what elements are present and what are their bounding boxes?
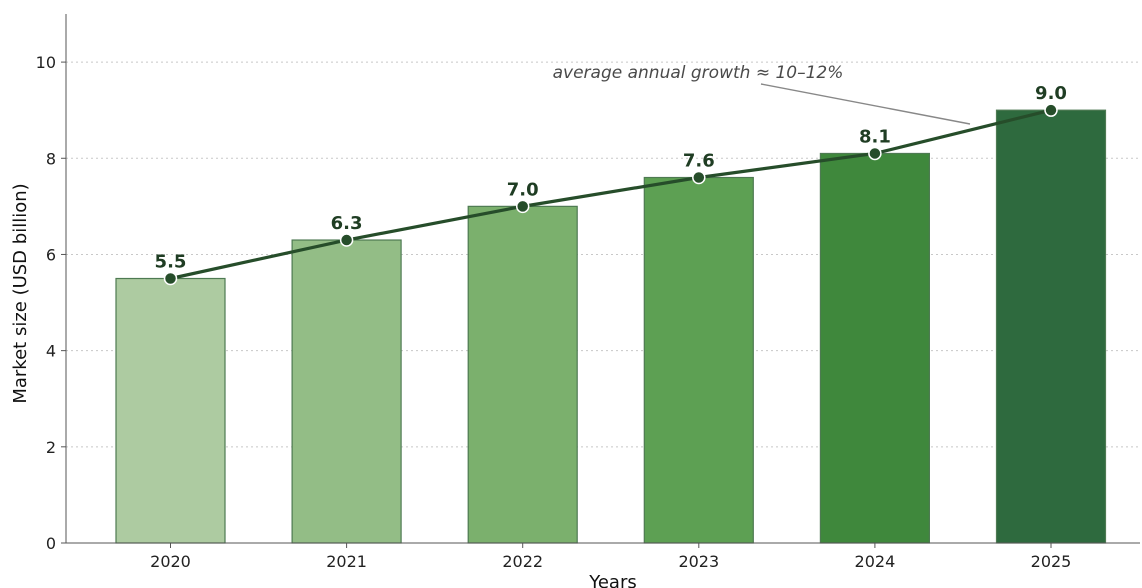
y-tick-label: 10	[36, 53, 56, 72]
y-tick-label: 4	[46, 342, 56, 361]
y-gridlines	[66, 61, 1140, 448]
growth-annotation: average annual growth ≈ 10–12%	[553, 63, 971, 125]
bar	[819, 152, 931, 544]
data-label: 7.0	[507, 179, 539, 200]
y-axis-title: Market size (USD billion)	[10, 183, 31, 403]
x-tick-label: 2022	[502, 552, 543, 571]
data-labels: 5.5 6.3 7.0 7.6 8.1 9.0	[155, 83, 1067, 272]
trend-point	[868, 146, 882, 161]
trend-line-series	[170, 108, 1052, 281]
trend-point	[163, 271, 178, 286]
y-tick-label: 8	[46, 149, 56, 168]
trend-points	[163, 103, 1058, 286]
bar	[995, 109, 1107, 544]
bar-series	[115, 109, 1107, 544]
bar	[115, 277, 226, 544]
trend-point	[1044, 103, 1058, 117]
axes	[65, 14, 1140, 544]
trend-line	[170, 108, 1052, 281]
x-ticks: 2020 2021 2022 2023 2024 2025	[150, 543, 1071, 571]
bar	[643, 176, 754, 544]
y-tick-label: 6	[46, 245, 56, 264]
trend-point	[515, 199, 530, 214]
y-ticks: 0 2 4 6 8 10	[36, 53, 66, 553]
y-tick-label: 2	[46, 438, 56, 457]
x-tick-label: 2020	[150, 552, 191, 571]
x-tick-label: 2024	[855, 552, 896, 571]
data-label: 6.3	[331, 213, 363, 234]
trend-point	[692, 170, 706, 185]
x-tick-label: 2023	[678, 552, 719, 571]
data-label: 7.6	[683, 151, 715, 172]
x-tick-label: 2021	[326, 552, 367, 571]
data-label: 8.1	[859, 126, 891, 147]
trend-point	[339, 233, 354, 247]
annotation-text: average annual growth ≈ 10–12%	[553, 63, 844, 83]
x-tick-label: 2025	[1031, 552, 1072, 571]
data-label: 5.5	[155, 252, 187, 273]
y-tick-label: 0	[46, 534, 56, 553]
bar	[291, 239, 402, 544]
annotation-arrow	[760, 83, 971, 125]
x-axis-title: Years	[588, 572, 637, 588]
bar	[467, 205, 578, 544]
data-label: 9.0	[1035, 83, 1067, 104]
